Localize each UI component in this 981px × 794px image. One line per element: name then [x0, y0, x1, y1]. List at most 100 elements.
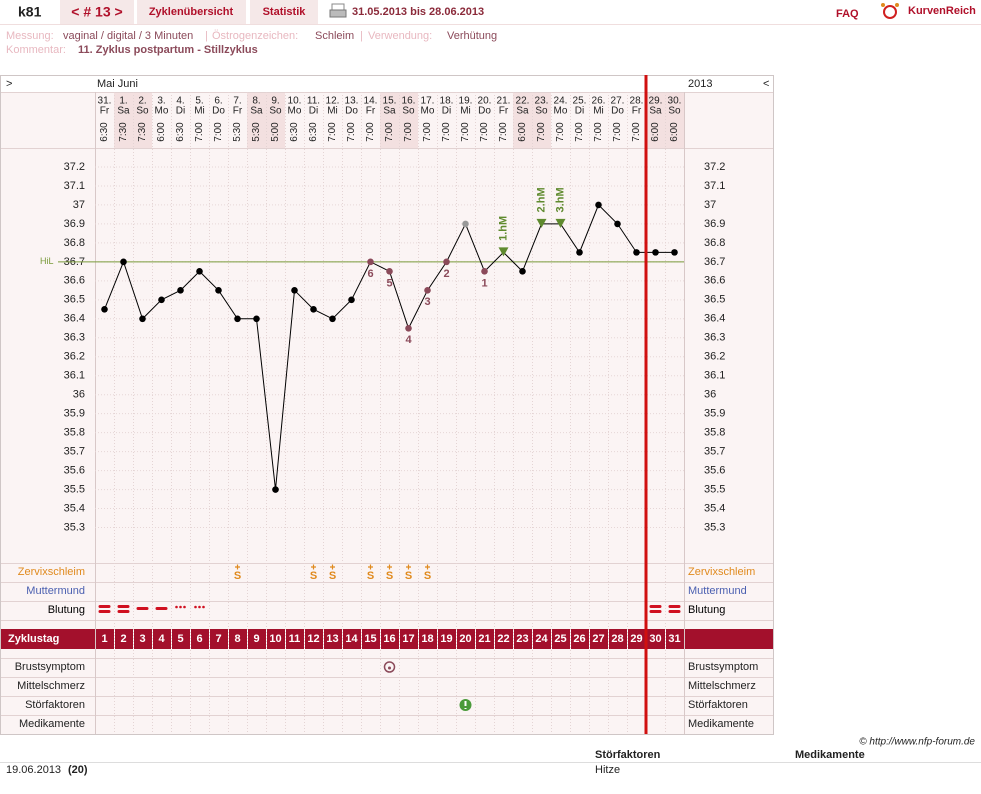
- faq-link[interactable]: FAQ: [836, 8, 859, 20]
- y-tick-label: 36.4: [704, 313, 725, 325]
- tab-label[interactable]: Zyklenübersicht: [149, 6, 234, 18]
- time: 7:00: [327, 122, 338, 142]
- info-value: Verhütung: [447, 30, 497, 42]
- temp-point: [177, 287, 184, 294]
- brand[interactable]: KurvenReich: [908, 5, 976, 17]
- info-label: Östrogenzeichen:: [212, 30, 298, 42]
- plus: [387, 564, 392, 570]
- y-tick-label: 36: [704, 389, 716, 401]
- weekday: Sa: [516, 106, 529, 117]
- cycle-day: 13: [326, 633, 338, 645]
- y-tick-label: 37.1: [64, 180, 85, 192]
- tab[interactable]: [137, 0, 246, 24]
- footer-head: Störfaktoren: [595, 749, 661, 761]
- weekday: Sa: [250, 106, 263, 117]
- time: 7:00: [403, 122, 414, 142]
- weekday: Mo: [155, 106, 169, 117]
- cycle-tab[interactable]: [60, 0, 134, 24]
- time: 7:00: [384, 122, 395, 142]
- cycle-nav[interactable]: < # 13 >: [71, 4, 122, 20]
- bleed-icon: [155, 607, 168, 610]
- time: 7:00: [498, 122, 509, 142]
- plus: [368, 564, 373, 570]
- y-tick-label: 36.5: [64, 294, 85, 306]
- y-tick-label: 37.1: [704, 180, 725, 192]
- cycle-day: 16: [383, 633, 395, 645]
- tab-label[interactable]: Statistik: [263, 6, 307, 18]
- weekend-bg: [399, 92, 418, 148]
- temp-point: [139, 315, 146, 323]
- time: 7:00: [555, 122, 566, 142]
- info-label: Messung:: [6, 30, 54, 42]
- y-tick-label: 35.5: [704, 483, 725, 495]
- hm-marker: [498, 247, 509, 257]
- nav-right[interactable]: <: [763, 78, 769, 90]
- y-tick-label: 36.2: [704, 351, 725, 363]
- date: 4.: [176, 96, 184, 107]
- cycle-day: 7: [215, 633, 221, 645]
- row-label: Brustsymptom: [688, 661, 758, 673]
- weekday: Mi: [593, 106, 604, 117]
- info-label: Verwendung:: [368, 30, 432, 42]
- bleed-icon: [98, 610, 111, 613]
- time: 6:30: [99, 122, 110, 142]
- cycle-day: 2: [120, 633, 126, 645]
- weekday: Fr: [233, 106, 243, 117]
- time: 7:00: [422, 122, 433, 142]
- time: 7:00: [441, 122, 452, 142]
- temp-point: [633, 249, 640, 256]
- time: 7:00: [612, 122, 623, 142]
- plus: [311, 564, 316, 570]
- cycle-day: 1: [101, 633, 107, 645]
- cycle-day: 22: [497, 633, 509, 645]
- weekday: Fr: [499, 106, 509, 117]
- year: 2013: [688, 78, 712, 90]
- y-tick-label: 35.9: [704, 408, 725, 420]
- plus: [235, 564, 240, 570]
- time: 7:00: [365, 122, 376, 142]
- weekday: Di: [176, 106, 185, 117]
- y-tick-label: 37: [704, 199, 716, 211]
- info-label: Kommentar:: [6, 44, 66, 56]
- time: 7:30: [118, 122, 129, 142]
- print-icon[interactable]: [329, 3, 347, 18]
- zervix-mark: S: [405, 570, 412, 582]
- weekday: So: [668, 106, 681, 117]
- row-label: Blutung: [688, 604, 725, 616]
- date: 17.: [421, 96, 435, 107]
- y-tick-label: 35.6: [704, 465, 725, 477]
- info-value: 11. Zyklus postpartum - Stillzyklus: [78, 44, 258, 56]
- temp-point: [652, 249, 659, 256]
- time: 7:00: [536, 122, 547, 142]
- y-tick-label: 35.6: [64, 465, 85, 477]
- temp-point: [367, 258, 374, 266]
- cycle-day: 17: [402, 633, 414, 645]
- time: 6:30: [175, 122, 186, 142]
- time: 5:00: [270, 122, 281, 142]
- time: 5:30: [251, 122, 262, 142]
- date: 8.: [252, 96, 260, 107]
- zervix-mark: S: [234, 570, 241, 582]
- y-tick-label: 35.9: [64, 408, 85, 420]
- bleed-icon: [175, 605, 178, 609]
- month-row: [1, 76, 773, 92]
- cycle-day: 29: [630, 633, 642, 645]
- row-label: Zervixschleim: [18, 566, 85, 578]
- temp-point: [158, 296, 165, 304]
- y-tick-label: 35.5: [64, 483, 85, 495]
- date: 13.: [345, 96, 359, 107]
- copyright: © http://www.nfp-forum.de: [859, 737, 975, 748]
- row-label: Muttermund: [26, 585, 85, 597]
- date: 22.: [516, 96, 530, 107]
- hil-label: HiL: [40, 256, 54, 266]
- time: 5:30: [232, 122, 243, 142]
- temp-point: [348, 296, 355, 304]
- nav-left[interactable]: >: [6, 78, 12, 90]
- weekday: So: [535, 106, 548, 117]
- tab[interactable]: [250, 0, 318, 24]
- row-label: Muttermund: [688, 585, 747, 597]
- date: 28.: [630, 96, 644, 107]
- cycle-day: 9: [253, 633, 259, 645]
- info-value: vaginal / digital / 3 Minuten: [63, 30, 193, 42]
